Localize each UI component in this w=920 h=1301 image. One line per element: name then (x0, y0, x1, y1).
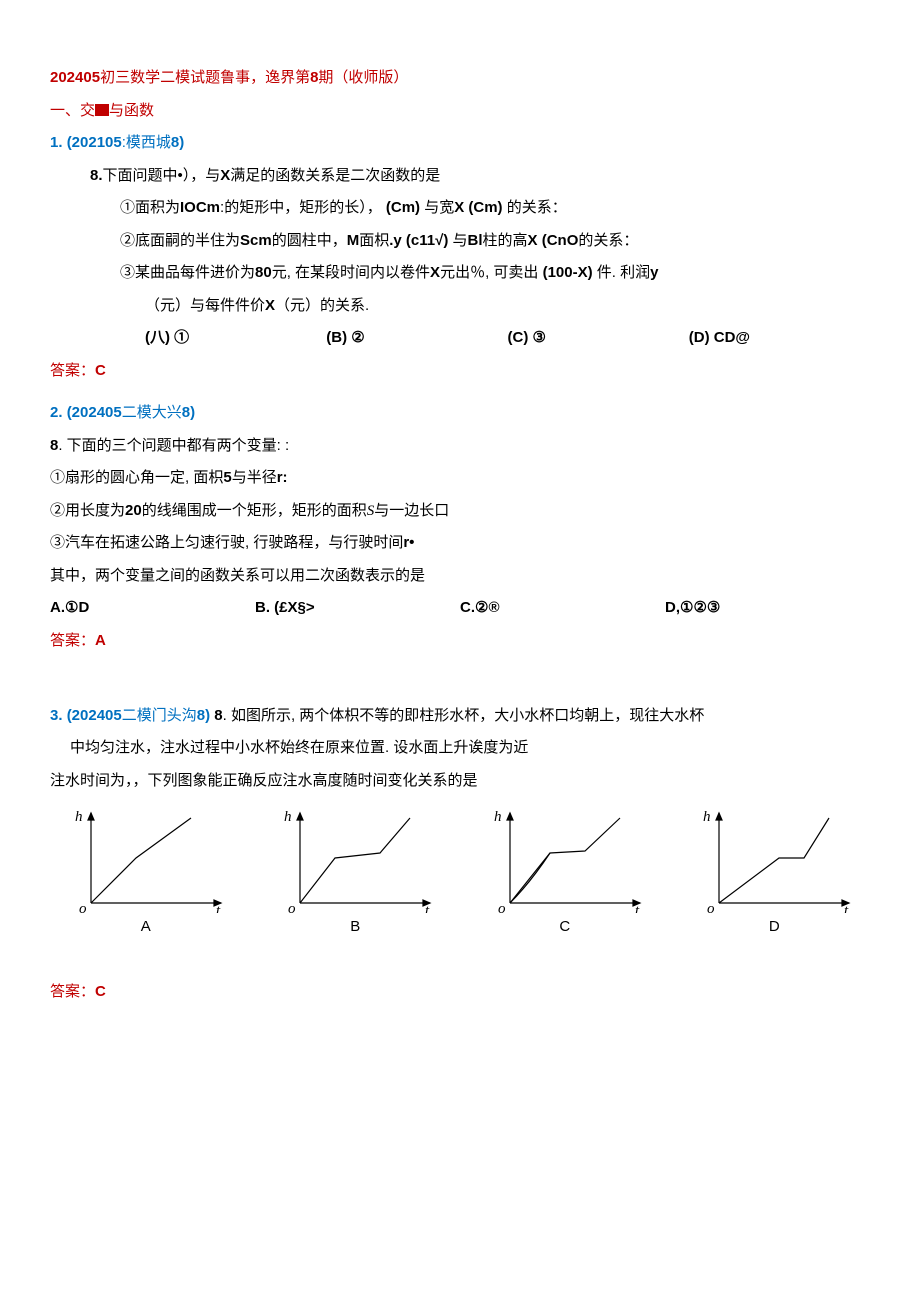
q1-item2: ②底面嗣的半住为Scm的圆柱中，M面枳.y (c11√) 与Bl柱的高X (Cn… (50, 227, 870, 256)
section-post: 与函数 (109, 102, 154, 119)
q3-graphs: h o t A h o t B h o t (50, 803, 870, 942)
q2-opt-c: C.②® (460, 594, 665, 623)
q1-ref-mid: :模西城 (122, 134, 171, 151)
section-pre: 一、交 (50, 102, 95, 119)
q1-options: (八) ① (B) ② (C) ③ (D) CD@ (50, 324, 870, 353)
block-icon (95, 104, 109, 116)
q1-opt-a: (八) ① (145, 324, 326, 353)
q1-ref-post: 8) (171, 134, 184, 151)
q1-header: 1. (202105:模西城8) (50, 129, 870, 158)
q2-stem: 8. 下面的三个问题中都有两个变量: : (50, 432, 870, 461)
graph-c: h o t C (469, 803, 661, 942)
q3-answer: 答案：C (50, 978, 870, 1007)
section-heading: 一、交与函数 (50, 97, 870, 126)
q2-opt-a: A.①D (50, 594, 255, 623)
q1-item3: ③某曲品每件进价为80元, 在某段时间内以卷件X元出％, 可卖出 (100-X)… (50, 259, 870, 288)
svg-text:t: t (216, 903, 221, 913)
graph-a: h o t A (50, 803, 242, 942)
graph-c-label: C (469, 913, 661, 942)
title-left: 202405 (50, 69, 100, 86)
q1-num: 1. (50, 134, 63, 151)
chart-a-svg: h o t (61, 803, 231, 913)
q1-item3-cont: （元）与每件件价X（元）的关系. (50, 292, 870, 321)
q2-ref-post: 8) (182, 404, 195, 421)
q2-opt-b: B. (£X§> (255, 594, 460, 623)
q2-item2: ②用长度为20的线绳围成一个矩形，矩形的面积S与一边长口 (50, 497, 870, 526)
graph-a-label: A (50, 913, 242, 942)
graph-d: h o t D (679, 803, 871, 942)
svg-text:h: h (494, 809, 502, 825)
q3-ref-mid: 二模门头沟 (122, 707, 197, 724)
svg-text:t: t (425, 903, 430, 913)
q3-ref-pre: (202405 (67, 707, 122, 724)
q3-line2: 中均匀注水，注水过程中小水杯始终在原来位置. 设水面上升诶度为近 (50, 734, 870, 763)
svg-text:h: h (703, 809, 711, 825)
q2-opt-d: D,①②③ (665, 594, 870, 623)
q1-opt-b: (B) ② (326, 324, 507, 353)
chart-d-svg: h o t (689, 803, 859, 913)
graph-b: h o t B (260, 803, 452, 942)
title-mid: 初三数学二模试题鲁事，逸界第 (100, 69, 310, 86)
svg-text:h: h (75, 809, 83, 825)
q2-header: 2. (202405二模大兴8) (50, 399, 870, 428)
q1-opt-c: (C) ③ (508, 324, 689, 353)
q1-opt-d: (D) CD@ (689, 324, 870, 353)
q3-num: 3. (50, 707, 63, 724)
q2-ref-mid: 二模大兴 (122, 404, 182, 421)
svg-text:o: o (288, 901, 296, 913)
svg-text:o: o (498, 901, 506, 913)
q1-item1: ①面积为IOCm:的矩形中，矩形的长）， (Cm) 与宽X (Cm) 的关系： (50, 194, 870, 223)
q3-ref-post: 8) (197, 707, 210, 724)
q1-answer: 答案：C (50, 357, 870, 386)
title-right: 期（收师版） (318, 69, 408, 86)
q2-answer: 答案：A (50, 627, 870, 656)
q3-line3: 注水时间为，，下列图象能正确反应注水高度随时间变化关系的是 (50, 767, 870, 796)
q2-item3: ③汽车在拓速公路上匀速行驶, 行驶路程，与行驶时间r• (50, 529, 870, 558)
svg-text:t: t (844, 903, 849, 913)
q2-line5: 其中，两个变量之间的函数关系可以用二次函数表示的是 (50, 562, 870, 591)
svg-text:h: h (284, 809, 292, 825)
q3-header: 3. (202405二模门头沟8) 8. 如图所示, 两个体枳不等的即柱形水杯，… (50, 702, 870, 731)
chart-c-svg: h o t (480, 803, 650, 913)
q1-stem: 8.下面问题中•），与X满足的函数关系是二次函数的是 (50, 162, 870, 191)
q2-num: 2. (50, 404, 63, 421)
graph-d-label: D (679, 913, 871, 942)
chart-b-svg: h o t (270, 803, 440, 913)
q2-item1: ①扇形的圆心角一定, 面枳5与半径r: (50, 464, 870, 493)
doc-title: 202405初三数学二模试题鲁事，逸界第8期（收师版） (50, 64, 870, 93)
svg-text:o: o (707, 901, 715, 913)
graph-b-label: B (260, 913, 452, 942)
svg-text:t: t (635, 903, 640, 913)
svg-text:o: o (79, 901, 87, 913)
q1-ref-pre: (202105 (67, 134, 122, 151)
q2-options: A.①D B. (£X§> C.②® D,①②③ (50, 594, 870, 623)
q2-ref-pre: (202405 (67, 404, 122, 421)
